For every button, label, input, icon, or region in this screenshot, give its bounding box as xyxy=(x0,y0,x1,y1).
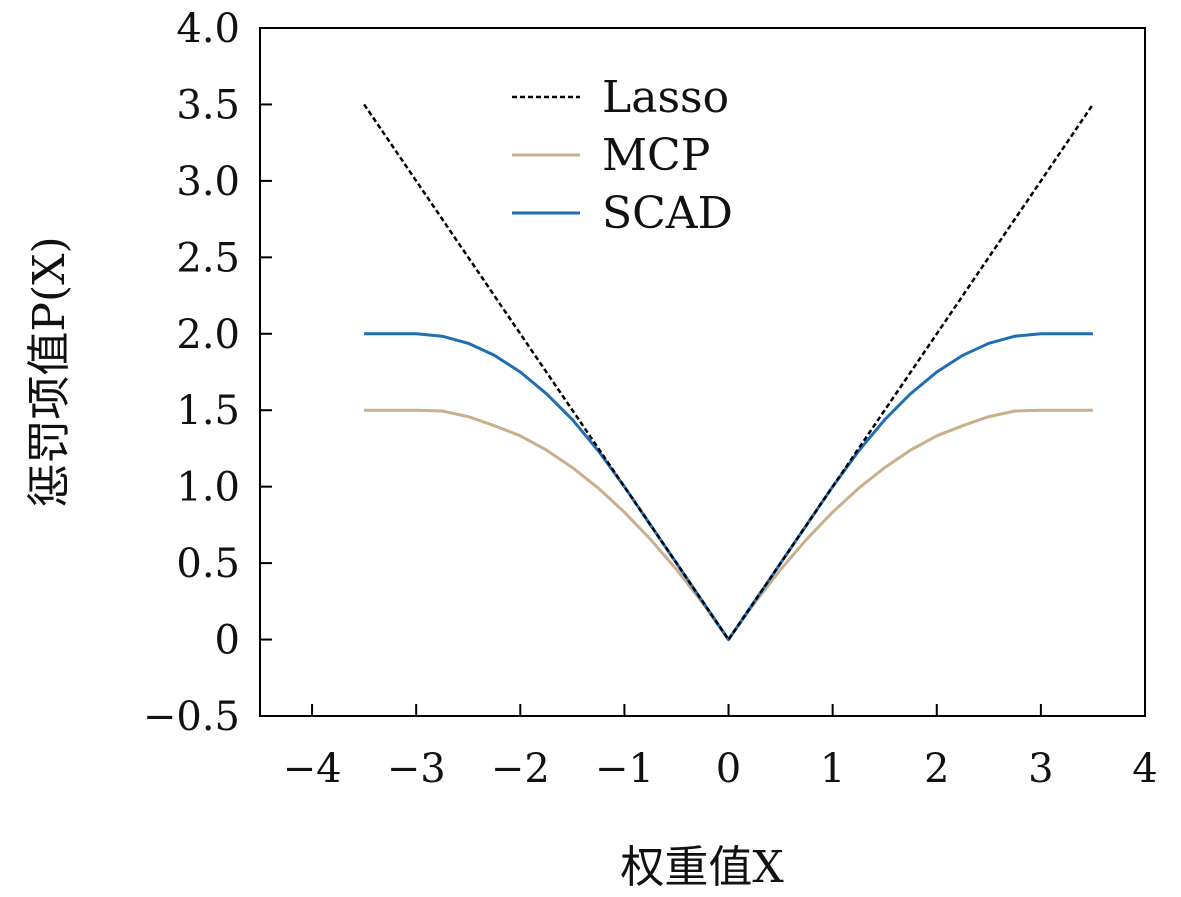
ticks-layer: −4 −3 −2 −1 0 1 2 3 4 −0.5 0 0.5 1.0 1.5 2.0 2.5 3.0 3.5 4… xyxy=(143,6,1158,792)
x-tick-label: 0 xyxy=(716,746,741,792)
series-layer xyxy=(363,103,1094,642)
y-tick-label: 4.0 xyxy=(176,6,240,52)
y-tick-label: 0 xyxy=(215,618,240,664)
y-tick-label: 2.5 xyxy=(176,235,240,281)
y-tick-label: 2.0 xyxy=(176,312,240,358)
plot-frame xyxy=(259,27,1146,717)
series-line-lasso xyxy=(363,103,1094,641)
x-tick-label: −3 xyxy=(387,746,446,792)
y-tick-label: 3.0 xyxy=(176,159,240,205)
x-tick-label: −1 xyxy=(595,746,654,792)
y-tick-label: 1.5 xyxy=(176,388,240,434)
legend-label-scad: SCAD xyxy=(602,188,733,239)
y-tick-label: 3.5 xyxy=(176,82,240,128)
x-tick-label: 2 xyxy=(924,746,949,792)
x-tick-label: 1 xyxy=(820,746,845,792)
legend: Lasso MCP SCAD xyxy=(512,72,733,239)
y-axis-label: 惩罚项值P(X) xyxy=(24,236,75,507)
x-tick-label: −4 xyxy=(283,746,342,792)
y-tick-label: 0.5 xyxy=(176,541,240,587)
y-tick-label: −0.5 xyxy=(143,694,240,740)
series-line-mcp xyxy=(364,408,1093,642)
series-line-scad xyxy=(364,332,1093,642)
legend-label-mcp: MCP xyxy=(602,130,710,181)
x-tick-label: 4 xyxy=(1132,746,1157,792)
y-tick-label: 1.0 xyxy=(176,465,240,511)
x-tick-label: −2 xyxy=(491,746,550,792)
legend-label-lasso: Lasso xyxy=(602,72,729,123)
x-axis-label: 权重值X xyxy=(620,842,784,893)
x-tick-label: 3 xyxy=(1028,746,1053,792)
